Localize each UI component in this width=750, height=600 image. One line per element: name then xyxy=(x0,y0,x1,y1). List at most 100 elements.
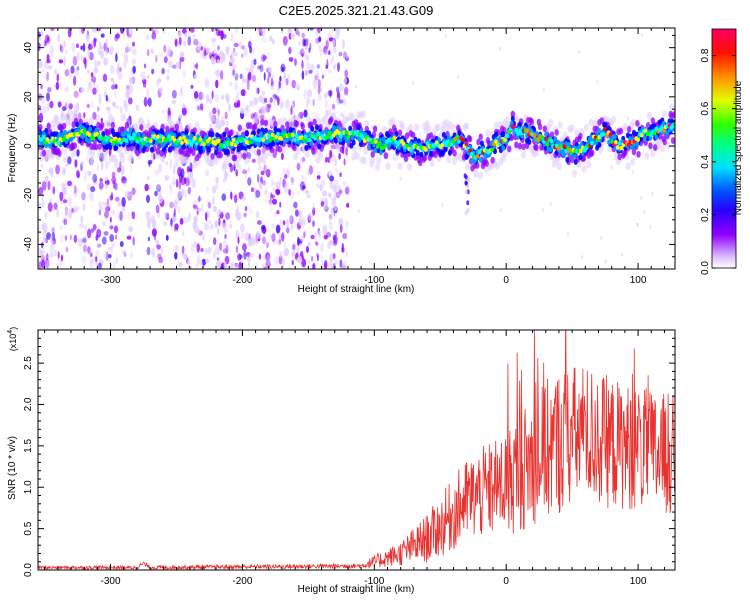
ridge-cell xyxy=(236,154,242,163)
noise-speck xyxy=(278,239,282,245)
y-tick-label: 20 xyxy=(23,91,34,103)
noise-speck xyxy=(47,87,52,93)
noise-speck xyxy=(125,191,130,198)
noise-speck xyxy=(96,106,100,112)
ridge-cell xyxy=(581,155,587,162)
noise-speck xyxy=(266,241,269,249)
ridge-cell xyxy=(556,162,562,171)
noise-speck xyxy=(246,73,250,83)
colorbar-tick-label: 0.0 xyxy=(700,261,711,275)
ridge-cell xyxy=(642,136,647,142)
noise-speck xyxy=(343,76,347,85)
ridge-core-cell xyxy=(457,139,461,144)
ridge-cell xyxy=(39,154,45,163)
noise-speck xyxy=(58,82,63,89)
noise-speck xyxy=(239,254,243,259)
noise-speck xyxy=(39,187,43,196)
noise-speck xyxy=(325,39,329,50)
noise-speck xyxy=(38,104,42,110)
snr-xlabel: Height of straight line (km) xyxy=(298,584,415,595)
noise-speck xyxy=(294,82,300,90)
noise-speck xyxy=(258,253,262,260)
noise-speck xyxy=(111,176,117,185)
noise-speck xyxy=(271,178,274,187)
ridge-cell xyxy=(636,151,641,158)
noise-speck xyxy=(46,71,49,82)
noise-speck xyxy=(334,259,339,265)
noise-speck xyxy=(288,57,294,62)
noise-speck xyxy=(38,112,44,123)
noise-speck xyxy=(72,205,77,215)
noise-speck xyxy=(110,84,116,90)
noise-speck xyxy=(40,163,44,168)
noise-speck xyxy=(325,64,328,69)
noise-speck xyxy=(318,36,322,43)
noise-speck xyxy=(80,215,84,224)
noise-speck xyxy=(102,73,108,83)
noise-speck xyxy=(131,211,136,220)
noise-speck xyxy=(193,240,198,248)
noise-speck xyxy=(44,211,48,219)
noise-speck xyxy=(277,96,280,106)
ridge-cell xyxy=(397,145,401,151)
ridge-cell xyxy=(333,137,338,144)
noise-speck xyxy=(315,37,320,44)
noise-speck xyxy=(93,60,99,68)
noise-speck xyxy=(96,83,100,93)
ridge-cell xyxy=(476,138,481,146)
noise-speck xyxy=(291,251,295,258)
noise-speck xyxy=(158,256,164,264)
noise-speck xyxy=(281,152,284,161)
noise-speck xyxy=(132,236,135,246)
noise-speck xyxy=(92,111,97,120)
noise-speck xyxy=(338,217,344,226)
noise-speck xyxy=(169,201,174,209)
ridge-cell xyxy=(463,122,470,130)
noise-speck xyxy=(153,153,156,160)
noise-speck xyxy=(260,170,265,176)
ridge-cell xyxy=(257,141,261,147)
ridge-cell xyxy=(611,115,617,124)
noise-speck xyxy=(188,30,191,37)
noise-speck xyxy=(80,87,85,94)
noise-speck xyxy=(195,62,198,70)
ridge-cell xyxy=(485,129,491,138)
noise-speck xyxy=(208,220,212,225)
noise-speck xyxy=(146,49,150,57)
noise-speck xyxy=(38,224,42,231)
noise-speck xyxy=(128,225,133,233)
noise-speck xyxy=(316,86,321,95)
noise-speck xyxy=(215,181,219,190)
noise-speck xyxy=(332,240,338,246)
noise-speck xyxy=(198,195,201,202)
noise-speck xyxy=(102,221,106,227)
noise-speck xyxy=(279,251,282,259)
ridge-cell xyxy=(446,156,452,164)
noise-speck xyxy=(305,37,309,47)
spectrogram-frame xyxy=(37,27,676,270)
noise-speck xyxy=(301,174,304,181)
noise-speck xyxy=(41,181,47,191)
noise-speck xyxy=(188,212,191,222)
ridge-cell xyxy=(452,149,457,157)
noise-speck xyxy=(172,164,176,175)
noise-speck xyxy=(345,220,349,228)
noise-speck xyxy=(267,103,272,109)
noise-speck xyxy=(225,120,229,126)
ridge-cell xyxy=(187,122,193,131)
noise-speck xyxy=(318,230,321,238)
noise-speck xyxy=(205,94,210,103)
noise-speck xyxy=(229,81,233,87)
noise-speck xyxy=(214,93,220,103)
noise-speck xyxy=(269,84,275,91)
ridge-core-cell xyxy=(536,137,541,143)
ridge-cell xyxy=(132,122,138,131)
noise-speck xyxy=(92,173,98,183)
noise-speck xyxy=(649,224,652,229)
noise-speck xyxy=(64,86,69,93)
ridge-cell xyxy=(537,123,543,131)
noise-speck xyxy=(205,212,208,222)
noise-speck xyxy=(57,101,62,108)
noise-speck xyxy=(115,196,120,202)
